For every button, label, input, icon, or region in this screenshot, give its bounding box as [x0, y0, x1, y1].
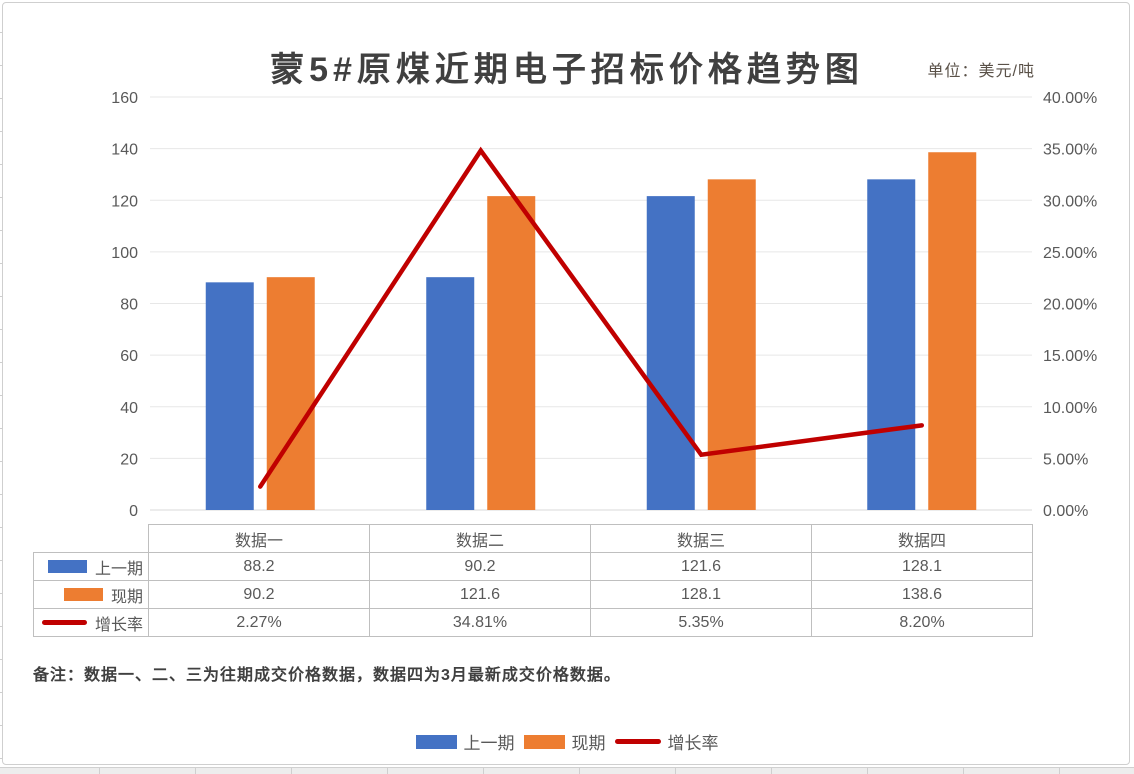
bar-previous[interactable] — [646, 196, 695, 510]
growth-line-swatch-icon — [614, 739, 661, 744]
row-label: 增长率 — [94, 616, 143, 634]
unit-label[interactable]: 单位：美元/吨 — [927, 63, 1035, 80]
table-col-header: 数据三 — [590, 524, 812, 553]
bar-previous[interactable] — [205, 282, 254, 510]
row-label-cell: 增长率 — [33, 608, 149, 637]
previous-series-swatch-icon — [415, 734, 457, 749]
table-cell: 138.6 — [811, 580, 1033, 609]
left-axis-tick-label: 60 — [120, 348, 138, 365]
table-row-current: 现期 90.2 121.6 128.1 138.6 — [33, 580, 1033, 609]
table-corner-cell — [34, 525, 149, 553]
table-cell: 88.2 — [148, 552, 370, 581]
chart-legend: 上一期 现期 增长率 — [0, 729, 1134, 754]
left-axis-tick-label: 140 — [111, 142, 138, 159]
legend-item-previous[interactable]: 上一期 — [415, 729, 515, 754]
right-axis-tick-label: 30.00% — [1043, 193, 1097, 210]
right-axis-tick-label: 10.00% — [1043, 400, 1097, 417]
growth-line-swatch-icon — [41, 620, 87, 625]
table-col-header: 数据二 — [369, 524, 591, 553]
chart-data-table: 数据一 数据二 数据三 数据四 上一期 88.2 90.2 121.6 128.… — [33, 524, 1033, 637]
right-axis-tick-label: 20.00% — [1043, 297, 1097, 314]
legend-label: 现期 — [571, 734, 606, 753]
row-label-cell: 上一期 — [33, 552, 149, 581]
left-axis-tick-label: 160 — [111, 90, 138, 107]
table-row-growth: 增长率 2.27% 34.81% 5.35% 8.20% — [33, 608, 1033, 637]
left-axis-tick-label: 40 — [120, 400, 138, 417]
table-cell: 128.1 — [590, 580, 812, 609]
row-label: 现期 — [110, 588, 143, 606]
right-axis-tick-label: 35.00% — [1043, 142, 1097, 159]
legend-label: 上一期 — [463, 734, 515, 753]
row-label-cell: 现期 — [33, 580, 149, 609]
right-axis-tick-label: 0.00% — [1043, 503, 1088, 520]
table-col-header: 数据一 — [148, 524, 370, 553]
legend-item-growth[interactable]: 增长率 — [614, 729, 719, 754]
table-cell: 90.2 — [369, 552, 591, 581]
worksheet-gridline-strip — [0, 767, 1134, 774]
current-series-swatch-icon — [523, 734, 565, 749]
table-cell: 121.6 — [590, 552, 812, 581]
legend-item-current[interactable]: 现期 — [523, 729, 606, 754]
right-axis-tick-label: 5.00% — [1043, 451, 1088, 468]
table-cell: 34.81% — [369, 608, 591, 637]
table-header-row: 数据一 数据二 数据三 数据四 — [34, 524, 1033, 553]
right-axis-tick-label: 15.00% — [1043, 348, 1097, 365]
chart-title[interactable]: 蒙5#原煤近期电子招标价格趋势图 — [270, 50, 864, 89]
growth-rate-line[interactable] — [258, 146, 924, 489]
left-axis-tick-label: 100 — [111, 245, 138, 262]
left-axis-tick-label: 20 — [120, 451, 138, 468]
bar-current[interactable] — [707, 179, 756, 511]
table-cell: 90.2 — [148, 580, 370, 609]
bar-current[interactable] — [266, 277, 315, 510]
legend-label: 增长率 — [667, 734, 719, 753]
table-cell: 121.6 — [369, 580, 591, 609]
bar-previous[interactable] — [867, 179, 916, 511]
bar-previous[interactable] — [426, 277, 475, 510]
table-cell: 8.20% — [811, 608, 1033, 637]
left-axis-tick-label: 0 — [129, 503, 138, 520]
combo-chart-plot: 0 0.00% 20 5.00% 40 10.00% 60 15.00% 80 20.00% 100… — [111, 90, 1097, 520]
table-col-header: 数据四 — [811, 524, 1033, 553]
bar-current[interactable] — [928, 152, 977, 510]
note-text: 备注：数据一、二、三为往期成交价格数据，数据四为3月最新成交价格数据。 — [33, 667, 621, 684]
table-cell: 128.1 — [811, 552, 1033, 581]
right-axis-tick-label: 25.00% — [1043, 245, 1097, 262]
table-row-previous: 上一期 88.2 90.2 121.6 128.1 — [33, 552, 1033, 581]
table-cell: 5.35% — [590, 608, 812, 637]
current-series-swatch-icon — [63, 588, 103, 601]
bar-current[interactable] — [487, 196, 536, 510]
table-cell: 2.27% — [148, 608, 370, 637]
row-label: 上一期 — [94, 560, 143, 578]
right-axis-tick-label: 40.00% — [1043, 90, 1097, 107]
previous-series-swatch-icon — [47, 560, 87, 573]
left-axis-tick-label: 80 — [120, 297, 138, 314]
left-axis-tick-label: 120 — [111, 193, 138, 210]
